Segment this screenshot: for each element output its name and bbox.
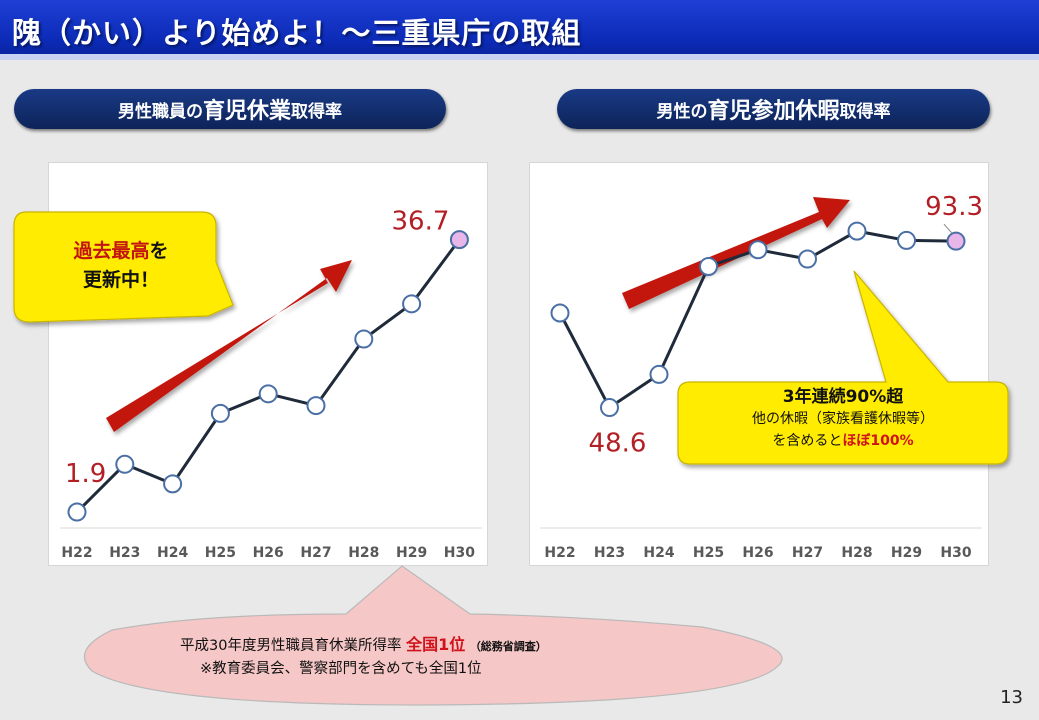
x-tick-label: H28 <box>348 545 379 561</box>
page-number: 13 <box>1000 687 1023 708</box>
callout-left-shape <box>13 211 234 323</box>
note-line1a: 平成30年度男性職員育休業所得率 <box>180 638 402 654</box>
leader-line <box>943 223 953 234</box>
line-chart-right: H22 H23 H24 H25 H26 H27 H28 H29 H30 93.3 48.6 <box>544 192 983 561</box>
data-point-H23 <box>600 398 619 418</box>
x-tick-label: H27 <box>792 545 823 561</box>
x-tick-label: H30 <box>940 545 971 561</box>
x-tick-label: H22 <box>544 545 575 561</box>
x-tick-label: H28 <box>841 545 872 561</box>
data-point-H27 <box>306 396 326 416</box>
chart-title-left-part2: 育児休業 <box>202 99 291 124</box>
chart-title-right-part3: 取得率 <box>839 101 891 122</box>
data-point-H22 <box>67 502 87 522</box>
callout-right-line3b: ほぼ100% <box>842 433 914 449</box>
chart-title-right: 男性の 育児参加休暇 取得率 <box>557 89 990 129</box>
note-line1c: （総務省調査） <box>469 640 547 653</box>
data-point-H30 <box>946 231 966 251</box>
data-label-min: 48.6 <box>589 429 647 459</box>
title-bar: 隗（かい）より始めよ！～三重県庁の取組 <box>0 0 1039 60</box>
chart-title-left-part3: 取得率 <box>291 101 342 122</box>
note-line1b: 全国1位 <box>406 635 466 654</box>
data-point-H26 <box>258 384 278 404</box>
data-point-H25 <box>210 403 230 423</box>
x-tick-label: H25 <box>205 545 236 561</box>
data-point-H27 <box>798 249 817 269</box>
callout-left-highlight: 過去最高 <box>73 240 150 262</box>
data-point-H24 <box>649 364 669 384</box>
callout-left-line2: 更新中！ <box>82 269 159 291</box>
note-line2: ※教育委員会、警察部門を含めても全国1位 <box>200 661 482 677</box>
data-point-H29 <box>402 294 422 314</box>
note-text: 平成30年度男性職員育休業所得率 全国1位 （総務省調査） ※教育委員会、警察部… <box>180 634 740 680</box>
data-point-H23 <box>115 454 135 474</box>
callout-right-text: 3年連続90%超 他の休暇（家族看護休暇等） を含めるとほぼ100% <box>680 386 1006 452</box>
x-tick-label: H29 <box>396 545 427 561</box>
trend-arrow-right <box>622 197 850 309</box>
chart-title-left-part1: 男性職員の <box>117 101 203 122</box>
x-tick-label: H30 <box>444 545 475 561</box>
x-tick-label: H26 <box>253 545 284 561</box>
callout-right-line2: 他の休暇（家族看護休暇等） <box>752 411 934 427</box>
data-label-first: 1.9 <box>65 459 106 489</box>
x-tick-label: H24 <box>157 545 188 561</box>
x-tick-label: H25 <box>693 545 724 561</box>
x-tick-label: H24 <box>643 545 674 561</box>
callout-right-line1: 3年連続90%超 <box>782 387 904 407</box>
x-tick-label: H29 <box>891 545 922 561</box>
trend-arrow-left <box>106 260 352 432</box>
line-chart-left: H22 H23 H24 H25 H26 H27 H28 H29 H30 1.9 36.7 <box>61 207 475 561</box>
x-tick-label: H27 <box>300 545 331 561</box>
callout-right-line3a: を含めると <box>772 433 843 449</box>
note-bubble-shape <box>83 565 783 706</box>
callout-right-shape <box>677 270 1009 465</box>
callout-left-text: 過去最高を 更新中！ <box>36 237 206 295</box>
x-tick-label: H26 <box>742 545 773 561</box>
data-label-last: 93.3 <box>925 192 983 222</box>
chart-title-right-part1: 男性の <box>656 101 708 122</box>
title-underline <box>0 54 1039 60</box>
data-point-H30 <box>449 230 469 250</box>
data-point-H28 <box>354 329 374 349</box>
callout-left-suffix: を <box>149 240 169 262</box>
data-point-H28 <box>847 221 867 241</box>
x-tick-label: H23 <box>109 545 140 561</box>
data-point-H22 <box>550 303 570 323</box>
x-tick-label: H23 <box>594 545 625 561</box>
data-point-H24 <box>163 474 183 494</box>
x-tick-label: H22 <box>61 545 92 561</box>
data-point-H25 <box>699 256 718 276</box>
data-point-H26 <box>748 240 768 260</box>
data-point-H29 <box>897 230 916 250</box>
chart-title-left: 男性職員の 育児休業 取得率 <box>14 89 446 129</box>
chart-title-right-part2: 育児参加休暇 <box>707 99 840 124</box>
data-label-last: 36.7 <box>392 207 450 237</box>
slide-title: 隗（かい）より始めよ！～三重県庁の取組 <box>12 16 582 50</box>
